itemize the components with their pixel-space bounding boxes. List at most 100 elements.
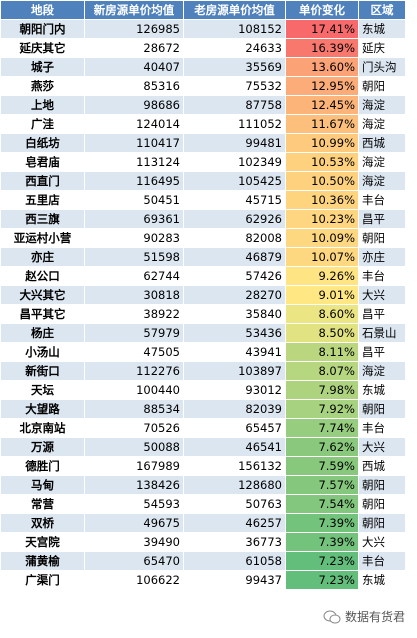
table-cell: 99437 <box>183 570 286 590</box>
column-header: 地段 <box>0 0 85 20</box>
table-cell: 11.67% <box>285 114 359 134</box>
table-cell: 36773 <box>183 532 286 552</box>
table-cell: 7.62% <box>285 437 359 457</box>
table-cell: 87758 <box>183 95 286 115</box>
header-row: 地段 新房源单价均值 老房源单价均值 单价变化 区域 <box>0 0 406 20</box>
table-cell: 113124 <box>84 152 184 172</box>
table-cell: 朝阳 <box>358 76 406 96</box>
table-cell: 朝阳 <box>358 475 406 495</box>
column-header: 单价变化 <box>285 0 359 20</box>
table-cell: 天坛 <box>0 380 85 400</box>
column-header: 新房源单价均值 <box>84 0 184 20</box>
table-cell: 57426 <box>183 266 286 286</box>
table-cell: 燕莎 <box>0 76 85 96</box>
table-cell: 朝阳 <box>358 228 406 248</box>
table-cell: 丰台 <box>358 266 406 286</box>
table-cell: 亦庄 <box>0 247 85 267</box>
table-cell: 大兴 <box>358 285 406 305</box>
table-row: 常营 54593 50763 7.54% 朝阳 <box>0 494 406 514</box>
table-cell: 62744 <box>84 266 184 286</box>
table-row: 德胜门 167989 156132 7.59% 西城 <box>0 456 406 476</box>
table-row: 广渠门 106622 99437 7.23% 东城 <box>0 570 406 590</box>
table-row: 杨庄 57979 53436 8.50% 石景山 <box>0 323 406 343</box>
table-cell: 五里店 <box>0 190 85 210</box>
table-cell: 156132 <box>183 456 286 476</box>
table-cell: 8.11% <box>285 342 359 362</box>
table-cell: 10.36% <box>285 190 359 210</box>
table-row: 双桥 49675 46257 7.39% 朝阳 <box>0 513 406 533</box>
table-cell: 53436 <box>183 323 286 343</box>
table-cell: 40407 <box>84 57 184 77</box>
table-cell: 88534 <box>84 399 184 419</box>
table-row: 白纸坊 110417 99481 10.99% 西城 <box>0 133 406 153</box>
table-row: 西直门 116495 105425 10.50% 海淀 <box>0 171 406 191</box>
table-cell: 蒲黄榆 <box>0 551 85 571</box>
watermark: 数据有货君 <box>323 608 405 625</box>
table-cell: 124014 <box>84 114 184 134</box>
column-header: 区域 <box>358 0 406 20</box>
table-cell: 西城 <box>358 456 406 476</box>
table-cell: 赵公口 <box>0 266 85 286</box>
column-header: 老房源单价均值 <box>183 0 286 20</box>
table-cell: 西三旗 <box>0 209 85 229</box>
table-cell: 7.23% <box>285 570 359 590</box>
table-cell: 54593 <box>84 494 184 514</box>
table-row: 皂君庙 113124 102349 10.53% 海淀 <box>0 152 406 172</box>
table-cell: 111052 <box>183 114 286 134</box>
table-body: 朝阳门内 126985 108152 17.41% 东城 延庆其它 28672 24633 16… <box>0 19 406 590</box>
table-row: 大望路 88534 82039 7.92% 朝阳 <box>0 399 406 419</box>
table-cell: 9.26% <box>285 266 359 286</box>
table-cell: 丰台 <box>358 418 406 438</box>
table-cell: 皂君庙 <box>0 152 85 172</box>
table-cell: 城子 <box>0 57 85 77</box>
wechat-icon <box>323 610 341 623</box>
table-cell: 丰台 <box>358 551 406 571</box>
table-cell: 110417 <box>84 133 184 153</box>
table-row: 亚运村小营 90283 82008 10.09% 朝阳 <box>0 228 406 248</box>
price-table: 地段 新房源单价均值 老房源单价均值 单价变化 区域 朝阳门内 126985 108152 1… <box>0 0 406 590</box>
table-cell: 杨庄 <box>0 323 85 343</box>
table-row: 马甸 138426 128680 7.57% 朝阳 <box>0 475 406 495</box>
table-cell: 10.50% <box>285 171 359 191</box>
table-cell: 28270 <box>183 285 286 305</box>
table-cell: 7.23% <box>285 551 359 571</box>
table-cell: 45715 <box>183 190 286 210</box>
table-cell: 万源 <box>0 437 85 457</box>
table-cell: 大兴 <box>358 532 406 552</box>
table-cell: 8.50% <box>285 323 359 343</box>
table-cell: 大望路 <box>0 399 85 419</box>
table-cell: 石景山 <box>358 323 406 343</box>
table-cell: 46257 <box>183 513 286 533</box>
table-cell: 7.98% <box>285 380 359 400</box>
table-cell: 43941 <box>183 342 286 362</box>
table-cell: 7.57% <box>285 475 359 495</box>
table-cell: 35840 <box>183 304 286 324</box>
table-cell: 65470 <box>84 551 184 571</box>
table-cell: 126985 <box>84 19 184 39</box>
table-cell: 12.45% <box>285 95 359 115</box>
table-cell: 99481 <box>183 133 286 153</box>
table-row: 小汤山 47505 43941 8.11% 昌平 <box>0 342 406 362</box>
table-cell: 62926 <box>183 209 286 229</box>
table-cell: 50451 <box>84 190 184 210</box>
table-cell: 85316 <box>84 76 184 96</box>
table-cell: 新街口 <box>0 361 85 381</box>
table-cell: 昌平 <box>358 209 406 229</box>
table-row: 西三旗 69361 62926 10.23% 昌平 <box>0 209 406 229</box>
table-cell: 75532 <box>183 76 286 96</box>
table-row: 昌平其它 38922 35840 8.60% 昌平 <box>0 304 406 324</box>
table-cell: 100440 <box>84 380 184 400</box>
table-cell: 16.39% <box>285 38 359 58</box>
table-cell: 108152 <box>183 19 286 39</box>
table-cell: 46541 <box>183 437 286 457</box>
table-cell: 昌平 <box>358 304 406 324</box>
table-cell: 105425 <box>183 171 286 191</box>
table-cell: 47505 <box>84 342 184 362</box>
table-cell: 双桥 <box>0 513 85 533</box>
table-cell: 7.54% <box>285 494 359 514</box>
table-cell: 德胜门 <box>0 456 85 476</box>
table-cell: 朝阳 <box>358 399 406 419</box>
table-row: 万源 50088 46541 7.62% 大兴 <box>0 437 406 457</box>
table-cell: 39490 <box>84 532 184 552</box>
